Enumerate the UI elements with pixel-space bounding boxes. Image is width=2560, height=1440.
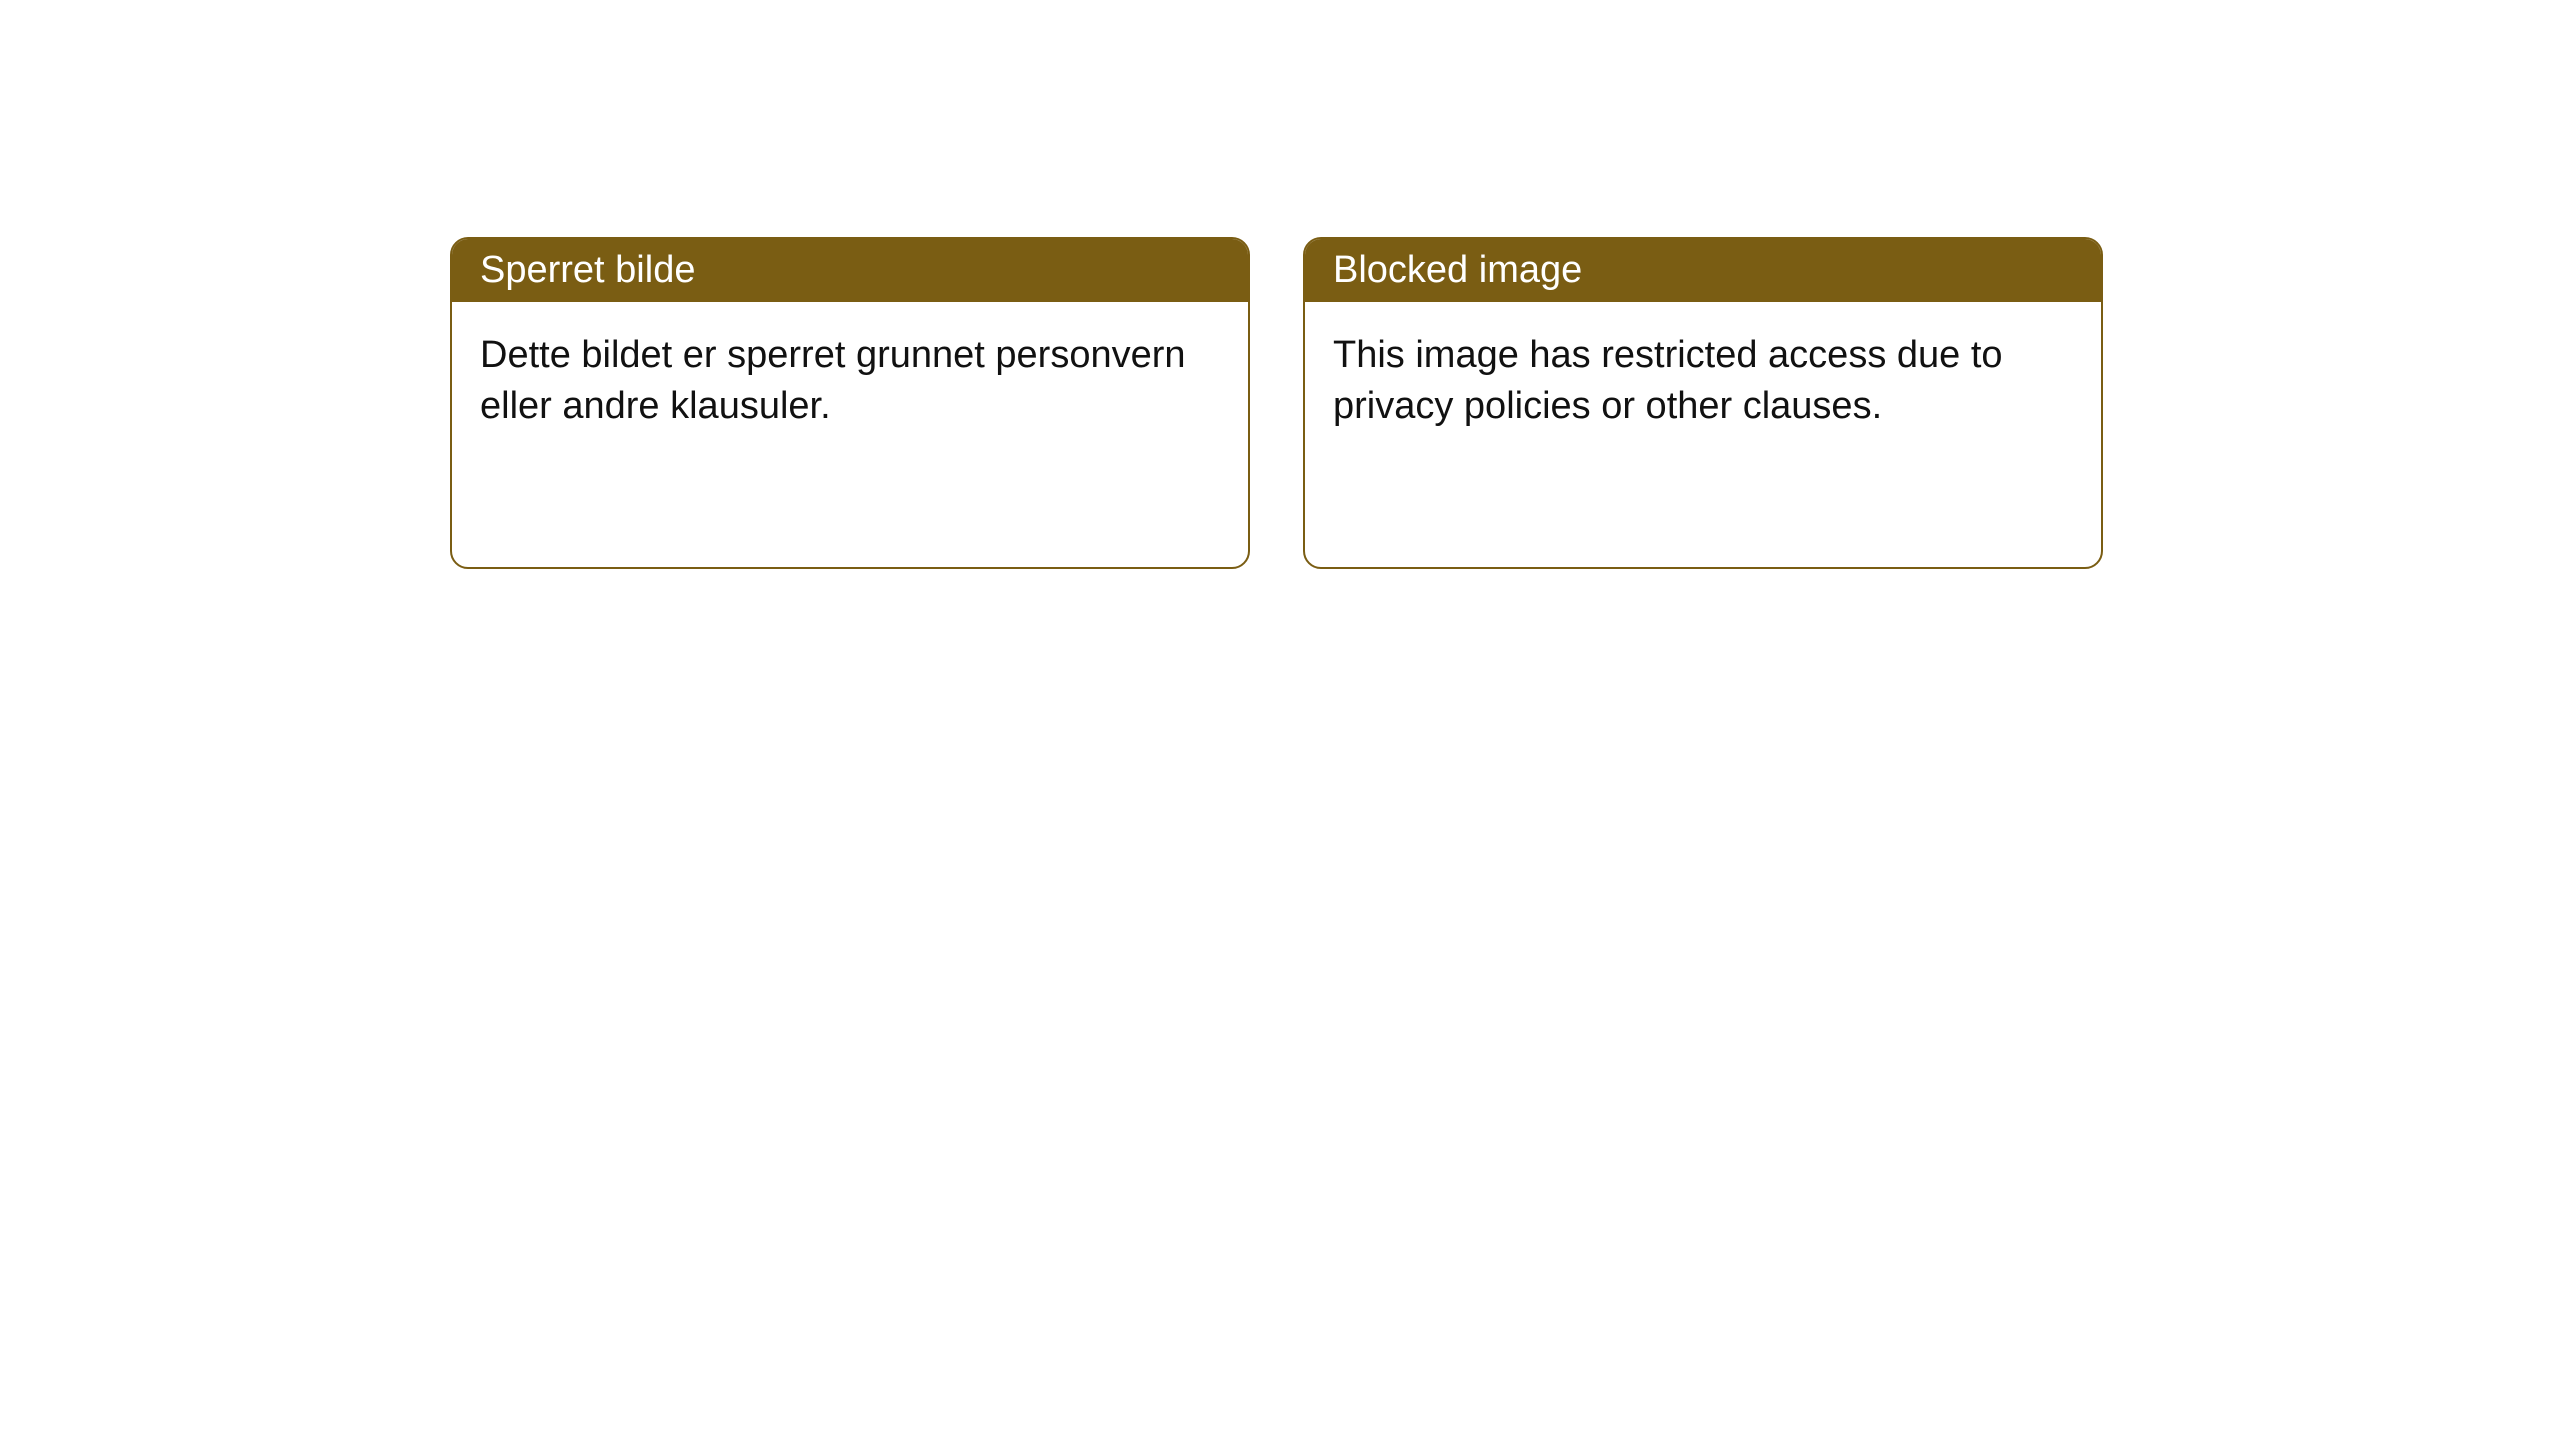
card-body: This image has restricted access due to …	[1305, 302, 2101, 461]
card-body-text: Dette bildet er sperret grunnet personve…	[480, 334, 1186, 427]
card-body-text: This image has restricted access due to …	[1333, 334, 2003, 427]
notice-card-norwegian: Sperret bilde Dette bildet er sperret gr…	[450, 237, 1250, 569]
card-header: Sperret bilde	[452, 239, 1248, 302]
card-title: Blocked image	[1333, 249, 1582, 291]
card-header: Blocked image	[1305, 239, 2101, 302]
notice-card-english: Blocked image This image has restricted …	[1303, 237, 2103, 569]
card-title: Sperret bilde	[480, 249, 695, 291]
notice-container: Sperret bilde Dette bildet er sperret gr…	[450, 237, 2103, 569]
card-body: Dette bildet er sperret grunnet personve…	[452, 302, 1248, 461]
